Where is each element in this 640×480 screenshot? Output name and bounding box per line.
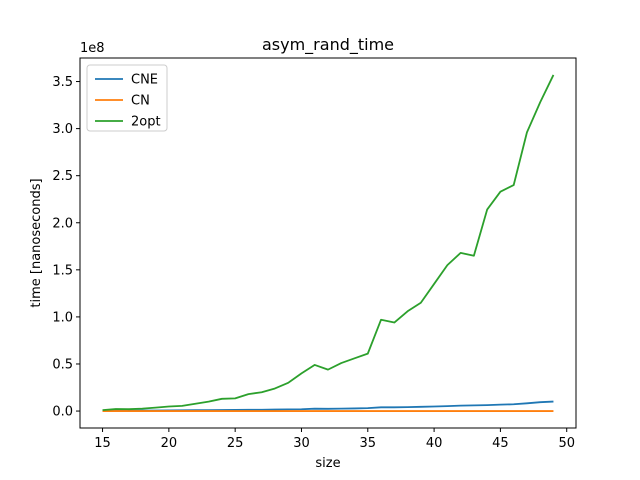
x-axis: 15 20 25 30 35 40 45 50 [94,428,575,451]
legend-label-2opt: 2opt [131,115,161,130]
x-tick-label: 35 [360,436,377,451]
x-tick-label: 30 [293,436,310,451]
y-tick-label: 3.0 [52,122,73,137]
y-tick-label: 1.5 [52,263,73,278]
x-tick-label: 40 [426,436,443,451]
x-tick-label: 25 [227,436,244,451]
y-tick-label: 0.5 [52,357,73,372]
legend-box [86,64,168,132]
plot-frame [79,57,577,429]
series-line-2opt [102,74,555,412]
y-tick-label: 0.0 [52,405,73,420]
chart-title: asym_rand_time [262,35,394,55]
legend: CNE CN 2opt [86,64,168,132]
y-axis-label: time [nanoseconds] [29,178,44,307]
x-axis-label: size [315,456,340,471]
plot-area [102,74,555,412]
x-tick-label: 50 [558,436,575,451]
x-tick-label: 20 [161,436,178,451]
y-tick-label: 2.0 [52,216,73,231]
y-tick-label: 3.5 [52,75,73,90]
legend-label-cne: CNE [131,73,158,88]
y-offset-label: 1e8 [80,41,105,56]
y-axis: 0.0 0.5 1.0 1.5 2.0 2.5 3.0 3.5 [52,75,80,420]
legend-label-cn: CN [131,94,150,109]
y-tick-label: 2.5 [52,169,73,184]
y-tick-label: 1.0 [52,310,73,325]
x-tick-label: 15 [94,436,111,451]
x-tick-label: 45 [492,436,509,451]
